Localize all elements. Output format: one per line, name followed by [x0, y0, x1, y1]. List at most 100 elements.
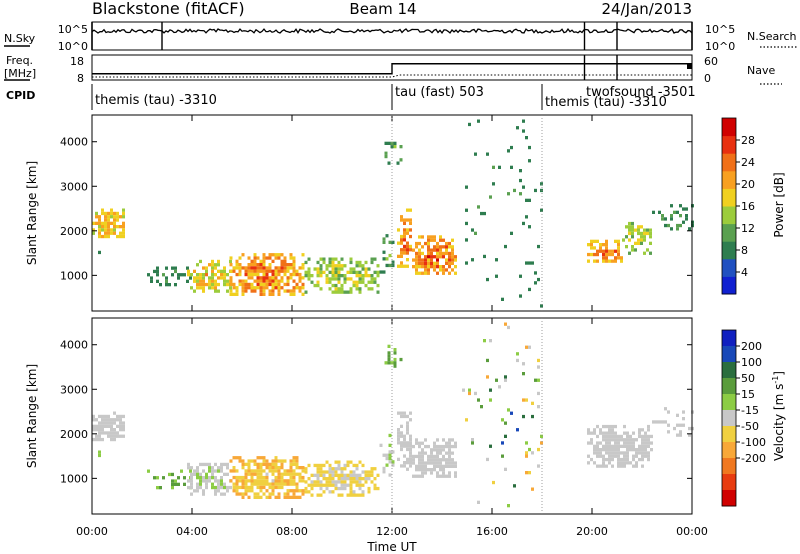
velocity-cell-8: [439, 468, 442, 472]
cpid-entry-3: twofsound -3501: [586, 85, 696, 100]
velocity-cell-4: [244, 475, 248, 480]
velocity-cell-12: [480, 405, 483, 409]
velocity-cell-3: [190, 466, 193, 470]
velocity-cell-5: [364, 477, 368, 481]
velocity-cell-5: [310, 493, 314, 497]
velocity-cell-8: [430, 454, 433, 459]
power-cell-5: [361, 277, 365, 281]
velocity-cell-12: [537, 464, 540, 468]
power-cell-13: [465, 261, 468, 265]
velocity-cell-9: [387, 354, 391, 358]
velocity-cell-5: [373, 467, 377, 471]
velocity-cell-5: [346, 460, 350, 464]
velocity-cell-5: [352, 493, 356, 497]
power-cbar-tick: 24: [741, 156, 755, 169]
velocity-cell-5: [367, 490, 371, 494]
velocity-cell-8: [448, 448, 451, 452]
velocity-cell-5: [337, 473, 341, 477]
velocity-cell-11: [679, 430, 682, 434]
velocity-cell-4: [241, 492, 245, 496]
power-cell-13: [522, 221, 525, 226]
x-tick-label: 00:00: [76, 525, 108, 538]
velocity-cell-0: [104, 414, 107, 419]
velocity-cell-4: [265, 482, 269, 486]
power-cell-5: [376, 270, 380, 274]
velocity-cell-4: [259, 475, 263, 480]
power-cell-4: [292, 279, 296, 283]
power-cell-8: [445, 245, 448, 249]
velocity-cell-5: [358, 480, 362, 484]
power-cell-4: [289, 266, 293, 270]
velocity-cell-5: [313, 480, 317, 484]
power-cell-5: [346, 270, 350, 274]
velocity-cell-10: [614, 454, 617, 458]
power-cell-11: [646, 228, 649, 232]
power-cell-5: [355, 264, 359, 268]
velocity-cell-5: [373, 486, 377, 491]
velocity-cell-10: [611, 438, 614, 442]
power-cell-5: [304, 270, 308, 274]
power-cell-4: [289, 253, 293, 257]
velocity-cell-3: [187, 466, 190, 470]
x-axis: 00:00 04:00 08:00 12:00 16:00 20:00 00:00: [76, 525, 708, 538]
cpid-entry-1: themis (tau) -3310: [95, 93, 217, 108]
power-cell-0: [92, 221, 95, 225]
velocity-cell-10: [623, 454, 626, 458]
power-cell-5: [355, 283, 359, 288]
velocity-cell-6: [379, 443, 383, 447]
velocity-cell-3: [217, 469, 220, 473]
power-cell-5: [361, 267, 365, 271]
power-cell-13: [474, 152, 477, 156]
velocity-cell-8: [454, 471, 457, 475]
power-cell-6: [388, 263, 392, 268]
power-cell-11: [625, 225, 628, 229]
velocity-cell-3: [217, 482, 220, 486]
cpid-row: CPID themis (tau) -3310 tau (fast) 503 t…: [6, 84, 696, 110]
power-cell-13: [525, 136, 528, 140]
power-cell-4: [241, 286, 245, 290]
velocity-cell-5: [322, 483, 326, 487]
power-cell-4: [235, 263, 239, 267]
velocity-cell-5: [358, 473, 362, 477]
velocity-cell-4: [244, 469, 248, 473]
velocity-cell-7: [403, 464, 406, 468]
velocity-cell-10: [602, 454, 605, 458]
power-cell-11: [640, 241, 643, 245]
power-cell-4: [250, 266, 254, 270]
power-cell-8: [433, 245, 436, 249]
power-cell-5: [340, 287, 344, 291]
power-cell-11: [637, 241, 640, 245]
velocity-cell-12: [516, 428, 519, 432]
velocity-cell-11: [676, 413, 679, 417]
velocity-cell-7: [400, 464, 403, 468]
velocity-cell-10: [626, 448, 629, 452]
power-cell-8: [433, 235, 436, 239]
velocity-cell-6: [388, 443, 392, 447]
velocity-cell-0: [101, 418, 104, 422]
velocity-cell-10: [644, 444, 647, 448]
velocity-cell-7: [409, 461, 412, 465]
velocity-cell-3: [202, 492, 205, 496]
y-tick-label: 2000: [60, 225, 88, 238]
power-cell-8: [418, 235, 421, 239]
power-cell-8: [433, 265, 436, 269]
power-cell-3: [193, 276, 196, 280]
power-cell-10: [596, 252, 599, 257]
velocity-cell-5: [307, 490, 311, 494]
power-cell-3: [223, 269, 226, 273]
velocity-cell-5: [328, 473, 332, 477]
velocity-cell-0: [107, 431, 110, 435]
power-cell-12: [652, 210, 655, 214]
velocity-cell-7: [400, 414, 403, 419]
velocity-cell-4: [283, 482, 287, 486]
velocity-cell-4: [271, 462, 275, 466]
y-tick-label: 3000: [60, 180, 88, 193]
power-cell-3: [226, 279, 229, 283]
velocity-cell-7: [397, 428, 400, 432]
velocity-cell-4: [235, 469, 239, 473]
power-cell-8: [415, 268, 418, 272]
velocity-cell-12: [468, 388, 471, 392]
x-tick-label: 00:00: [676, 525, 708, 538]
power-cell-5: [364, 270, 368, 274]
velocity-cell-8: [427, 454, 430, 459]
